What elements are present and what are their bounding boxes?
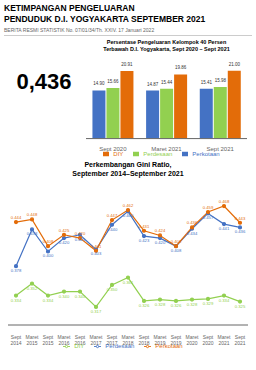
- svg-text:0.403: 0.403: [91, 251, 102, 256]
- svg-text:0.361: 0.361: [123, 280, 134, 285]
- svg-text:Sept 2021: Sept 2021: [206, 146, 234, 152]
- svg-text:0.329: 0.329: [203, 301, 214, 306]
- svg-text:0.444: 0.444: [11, 215, 22, 220]
- svg-text:0.326: 0.326: [171, 303, 182, 308]
- svg-text:Maret2017: Maret2017: [90, 334, 103, 346]
- svg-text:Sept2017: Sept2017: [106, 334, 117, 346]
- svg-text:Maret2018: Maret2018: [122, 334, 135, 346]
- svg-text:0.443: 0.443: [235, 216, 246, 221]
- svg-text:15.98: 15.98: [215, 78, 227, 83]
- svg-text:20.91: 20.91: [121, 62, 133, 67]
- svg-text:0.424: 0.424: [155, 228, 166, 233]
- svg-text:0.447: 0.447: [107, 213, 118, 218]
- svg-text:0.400: 0.400: [43, 253, 54, 258]
- svg-text:15.66: 15.66: [107, 79, 119, 84]
- svg-text:Maret2020: Maret2020: [186, 334, 199, 346]
- svg-text:Sept2020: Sept2020: [202, 334, 213, 346]
- svg-text:15.41: 15.41: [201, 80, 213, 85]
- svg-text:0.401: 0.401: [91, 244, 102, 249]
- svg-text:0.457: 0.457: [203, 215, 214, 220]
- svg-text:Maret2021: Maret2021: [218, 334, 231, 346]
- svg-text:0.352: 0.352: [27, 286, 38, 291]
- svg-text:14.87: 14.87: [147, 82, 159, 87]
- svg-text:0.350: 0.350: [107, 287, 118, 292]
- svg-text:0.340: 0.340: [59, 294, 70, 299]
- svg-text:0.436: 0.436: [187, 220, 198, 225]
- svg-text:0.408: 0.408: [171, 239, 182, 244]
- svg-text:Sept2018: Sept2018: [138, 334, 149, 346]
- svg-text:0.425: 0.425: [75, 237, 86, 242]
- svg-text:0.420: 0.420: [75, 231, 86, 236]
- svg-text:0.326: 0.326: [139, 303, 150, 308]
- svg-text:Sept 2020: Sept 2020: [99, 146, 127, 152]
- svg-text:0.334: 0.334: [219, 298, 230, 303]
- svg-text:0.420: 0.420: [59, 240, 70, 245]
- svg-text:Sept2021: Sept2021: [234, 334, 245, 346]
- svg-text:0.328: 0.328: [155, 302, 166, 307]
- svg-text:0.334: 0.334: [11, 298, 22, 303]
- svg-text:0.448: 0.448: [27, 212, 38, 217]
- svg-text:0.334: 0.334: [43, 298, 54, 303]
- svg-text:0.459: 0.459: [203, 205, 214, 210]
- svg-text:0.434: 0.434: [187, 231, 198, 236]
- svg-text:0.441: 0.441: [219, 226, 230, 231]
- svg-text:0.462: 0.462: [123, 203, 134, 208]
- svg-text:Sept2014: Sept2014: [10, 334, 21, 346]
- svg-text:0.433: 0.433: [27, 231, 38, 236]
- svg-text:0.317: 0.317: [91, 309, 102, 314]
- svg-text:0.440: 0.440: [107, 227, 118, 232]
- svg-text:0.460: 0.460: [123, 213, 134, 218]
- svg-text:0.378: 0.378: [11, 268, 22, 273]
- svg-text:0.340: 0.340: [75, 294, 86, 299]
- svg-text:Sept2015: Sept2015: [42, 334, 53, 346]
- svg-text:Maret2019: Maret2019: [154, 334, 167, 346]
- svg-text:0.408: 0.408: [43, 239, 54, 244]
- svg-text:Maret 2021: Maret 2021: [151, 146, 182, 152]
- svg-text:0.328: 0.328: [187, 302, 198, 307]
- svg-text:Sept2019: Sept2019: [170, 334, 181, 346]
- svg-text:0.408: 0.408: [171, 248, 182, 253]
- svg-text:19.86: 19.86: [175, 65, 187, 70]
- svg-text:0.431: 0.431: [139, 224, 150, 229]
- svg-text:21.00: 21.00: [229, 62, 241, 67]
- svg-text:0.425: 0.425: [59, 228, 70, 233]
- svg-text:0.436: 0.436: [235, 229, 246, 234]
- svg-text:0.423: 0.423: [139, 238, 150, 243]
- svg-text:Sept2016: Sept2016: [74, 334, 85, 346]
- svg-text:15.44: 15.44: [161, 80, 173, 85]
- svg-text:0.420: 0.420: [155, 240, 166, 245]
- svg-text:Maret2015: Maret2015: [26, 334, 39, 346]
- svg-text:0.468: 0.468: [219, 199, 230, 204]
- svg-text:Maret2016: Maret2016: [58, 334, 71, 346]
- svg-text:0.325: 0.325: [235, 304, 246, 309]
- svg-text:14.90: 14.90: [93, 81, 105, 86]
